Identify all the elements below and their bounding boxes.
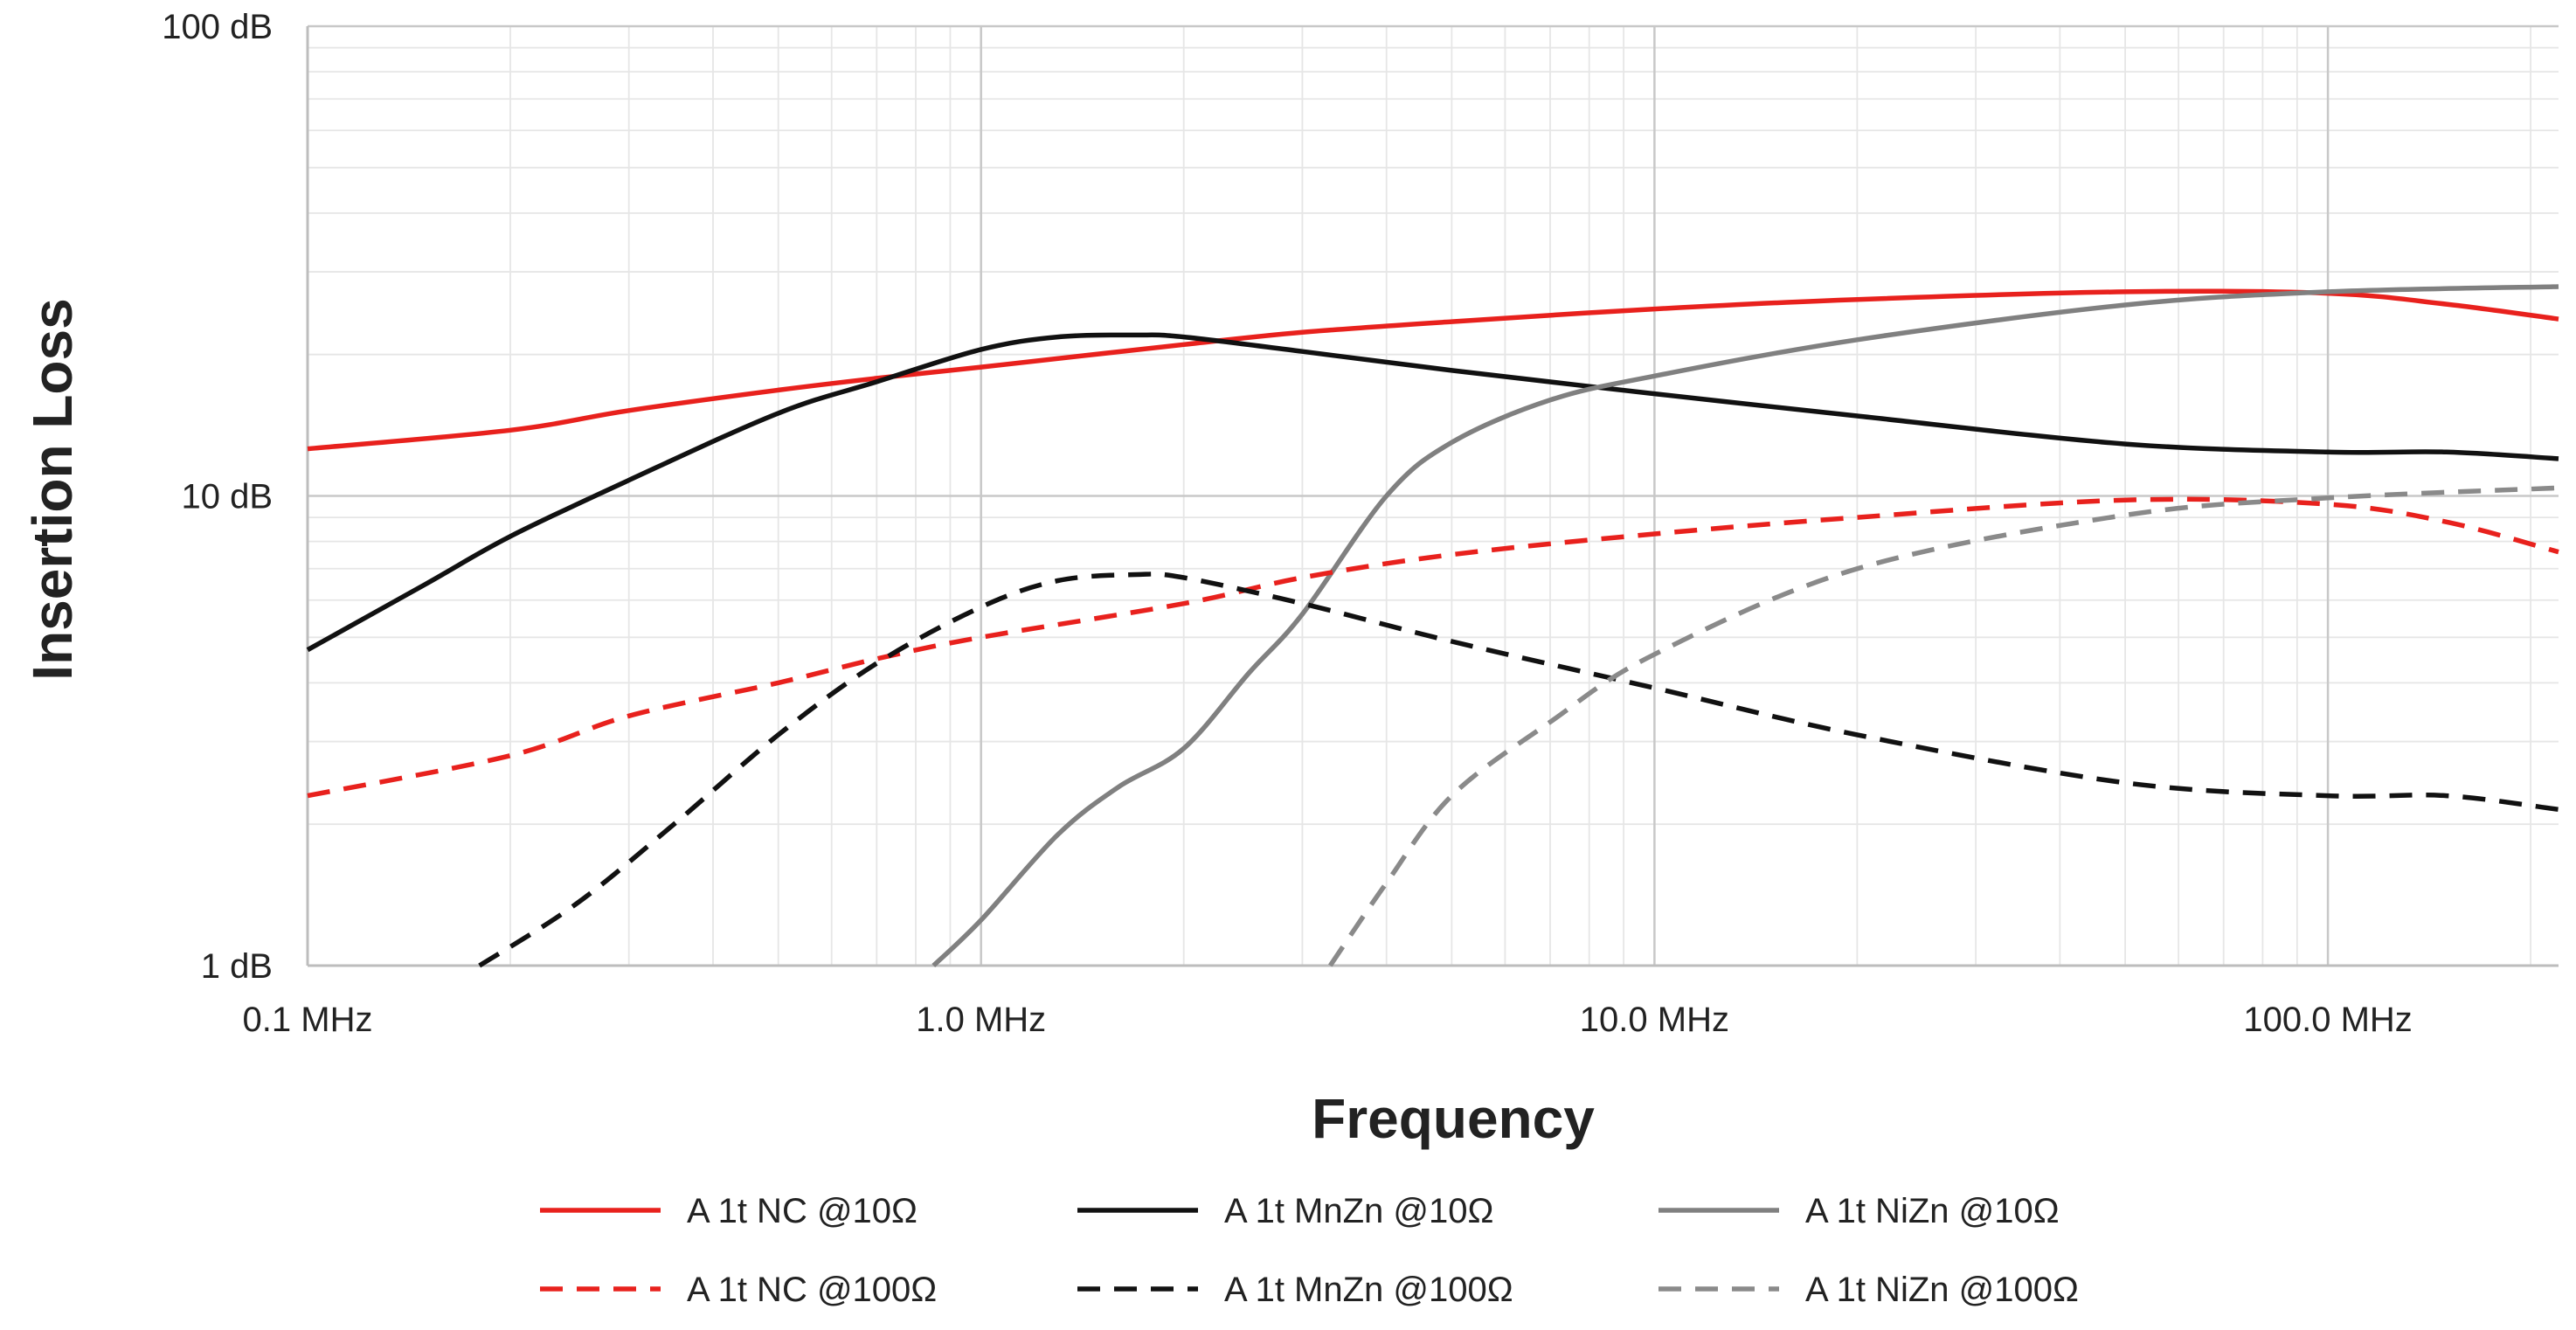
x-axis-title: Frequency xyxy=(1312,1087,1595,1150)
major-gridlines xyxy=(306,24,2559,967)
legend-label: A 1t NC @10Ω xyxy=(687,1192,918,1230)
x-tick-label: 10.0 MHz xyxy=(1580,1001,1729,1039)
legend: A 1t NC @10Ω A 1t MnZn @10Ω A 1t NiZn @10Ω… xyxy=(540,1192,2079,1309)
legend-label: A 1t NiZn @10Ω xyxy=(1805,1192,2060,1230)
legend-label: A 1t MnZn @100Ω xyxy=(1224,1271,1513,1309)
x-tick-label: 0.1 MHz xyxy=(243,1001,373,1039)
y-tick-label: 1 dB xyxy=(201,947,273,986)
series-line-a-1t-mnzn-100 xyxy=(478,571,2559,968)
y-tick-label: 10 dB xyxy=(181,478,273,516)
series-line-a-1t-nizn-10 xyxy=(931,284,2559,967)
series-line-a-1t-nizn-100 xyxy=(1328,485,2559,967)
x-tick-label: 1.0 MHz xyxy=(916,1001,1046,1039)
x-tick-label: 100.0 MHz xyxy=(2243,1001,2412,1039)
legend-label: A 1t NC @100Ω xyxy=(687,1271,937,1309)
tick-labels: 0.1 MHz 1.0 MHz 10.0 MHz 100.0 MHz 1 dB 10 dB… xyxy=(162,8,2413,1039)
legend-label: A 1t NiZn @100Ω xyxy=(1805,1271,2079,1309)
legend-label: A 1t MnZn @10Ω xyxy=(1224,1192,1493,1230)
y-tick-label: 100 dB xyxy=(162,8,273,46)
series-line-a-1t-mnzn-10 xyxy=(306,332,2559,653)
y-axis-title: Insertion Loss xyxy=(21,298,84,680)
series-lines xyxy=(306,284,2559,968)
series-line-a-1t-nc-100 xyxy=(307,496,2559,799)
series-line-a-1t-nc-10 xyxy=(307,288,2559,452)
